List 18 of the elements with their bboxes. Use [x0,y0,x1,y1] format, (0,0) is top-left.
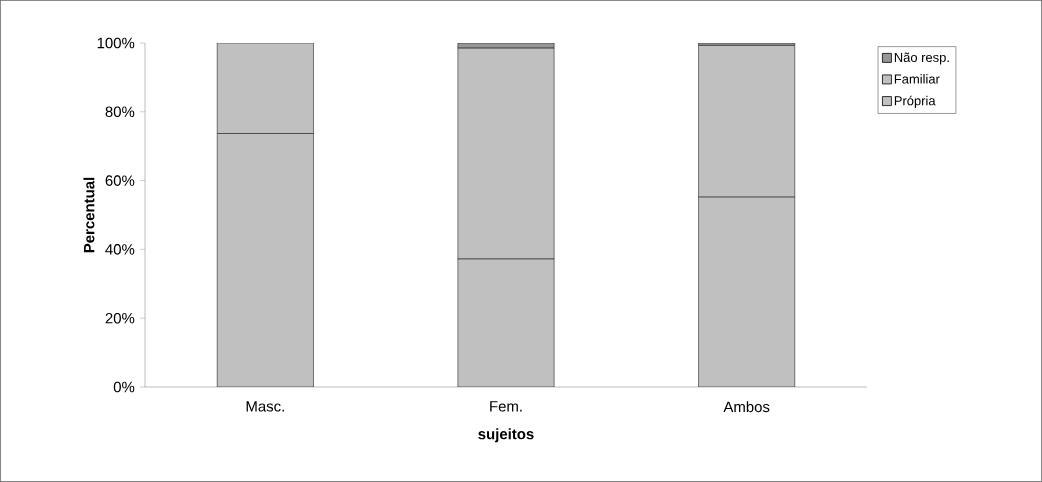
y-tick-label: 0% [113,381,135,393]
x-tick-label: Masc. [246,401,284,412]
y-tick-label: 20% [105,312,135,324]
x-tick-label: Ambos [723,401,770,413]
bar [698,196,796,387]
y-tick-label: 100% [97,37,135,49]
y-tick-label: 60% [105,175,135,186]
x-axis-title: sujeitos [478,428,534,443]
bar [457,47,555,260]
legend-label: Não resp. [894,52,949,65]
x-tick-label: Fem. [490,401,522,412]
y-axis-title: Percentual [83,177,95,253]
bar [698,45,796,198]
y-tick-label: 80% [105,106,135,118]
legend-label: Própria [894,95,936,108]
bar [457,258,555,387]
legend-label: Familiar [894,74,940,84]
y-tick-label: 40% [105,244,135,255]
